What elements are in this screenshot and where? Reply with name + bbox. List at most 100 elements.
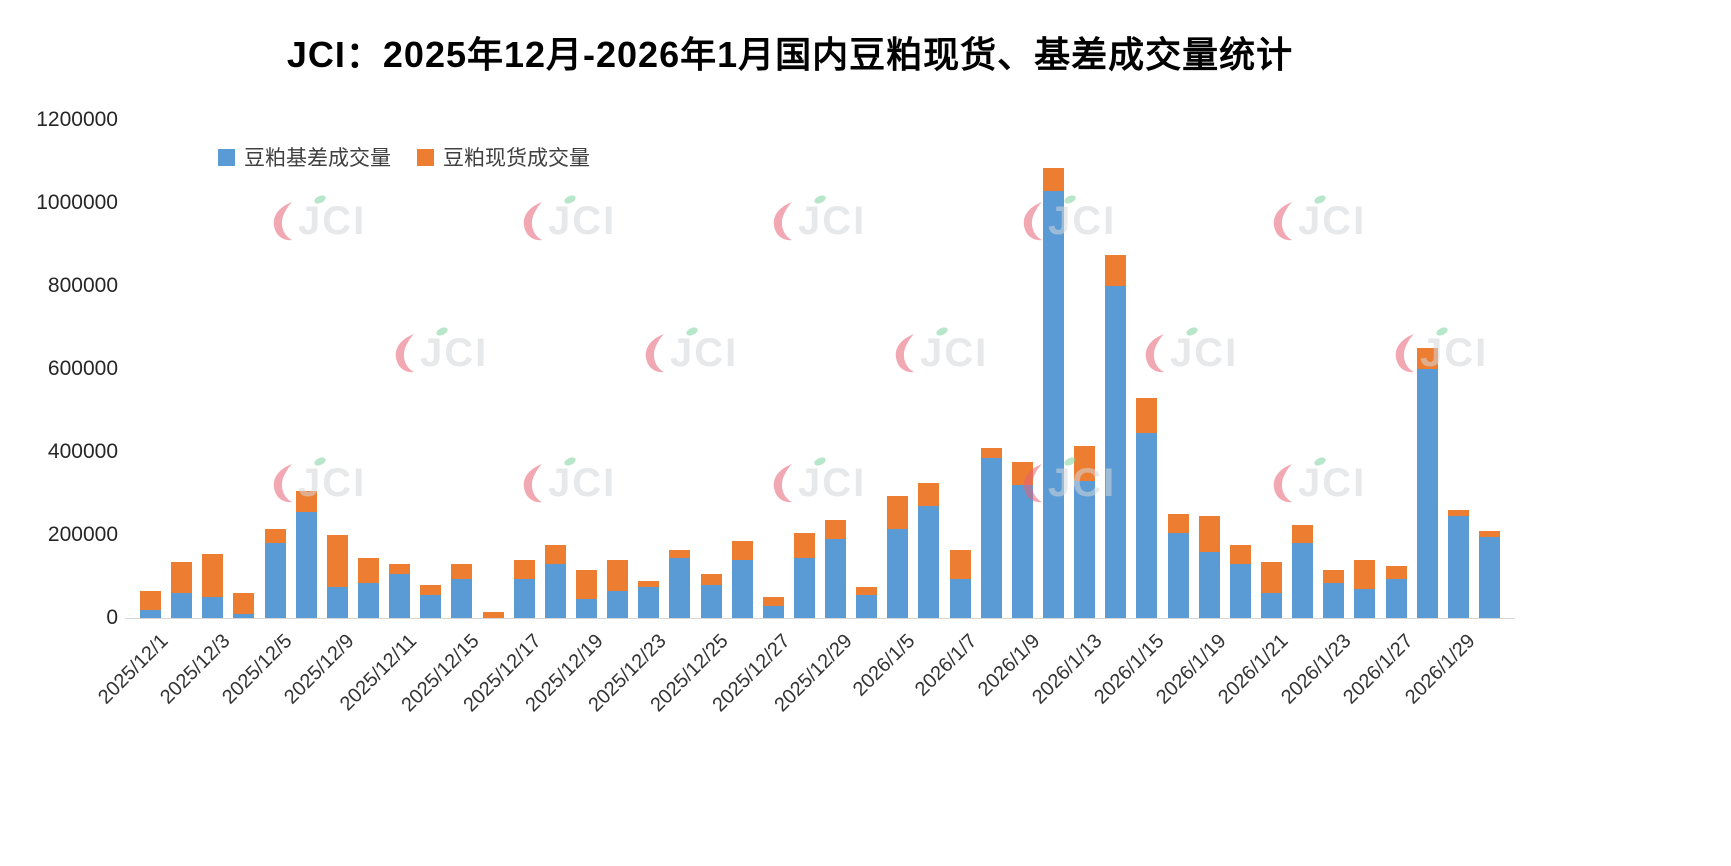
watermark-swoosh-icon: [895, 334, 914, 373]
bar-basis-segment: [887, 528, 909, 618]
legend-label-basis: 豆粕基差成交量: [244, 147, 391, 170]
watermark-leaf-icon: [935, 325, 949, 338]
bar-basis-segment: [669, 557, 691, 618]
watermark-swoosh-icon: [273, 202, 292, 241]
bar-spot-segment: [1292, 524, 1314, 544]
watermark-swoosh-icon: [773, 464, 792, 503]
bar-spot-segment: [918, 483, 940, 506]
bar-basis-segment: [1105, 286, 1127, 618]
bar-basis-segment: [1011, 485, 1033, 618]
bar-basis-segment: [1354, 588, 1376, 618]
bar-basis-segment: [1043, 190, 1065, 618]
bar-basis-segment: [731, 559, 753, 618]
y-tick-label: 200000: [47, 523, 118, 546]
bar-spot-segment: [1447, 510, 1469, 517]
bar-basis-segment: [607, 591, 629, 618]
bar-spot-segment: [1416, 348, 1438, 369]
watermark-leaf-icon: [563, 455, 577, 468]
bar-basis-segment: [949, 578, 971, 618]
watermark-swoosh-icon: [773, 202, 792, 241]
bar-basis-segment: [825, 539, 847, 618]
chart-title: JCI：2025年12月-2026年1月国内豆粕现货、基差成交量统计: [286, 34, 1294, 75]
bar-basis-segment: [171, 593, 193, 618]
x-axis-line: [125, 618, 1515, 619]
jci-watermark: JCI: [390, 325, 488, 374]
watermark-swoosh-icon: [523, 464, 542, 503]
bar-spot-segment: [358, 557, 380, 583]
bar-basis-segment: [856, 595, 878, 618]
watermark-swoosh-icon: [523, 202, 542, 241]
jci-watermark: JCI: [268, 455, 366, 504]
bar-spot-segment: [140, 591, 162, 610]
bar-basis-segment: [1229, 564, 1251, 618]
bar-basis-segment: [358, 582, 380, 618]
watermark-text: JCI: [920, 331, 989, 375]
bar-spot-segment: [1198, 516, 1220, 552]
bar-basis-segment: [264, 543, 286, 618]
legend-swatch-basis-icon: [218, 148, 235, 166]
bar-spot-segment: [1043, 167, 1065, 191]
y-tick-label: 1000000: [36, 191, 118, 214]
bar-spot-segment: [825, 520, 847, 540]
bar-spot-segment: [1167, 514, 1189, 533]
legend: 豆粕基差成交量 豆粕现货成交量: [218, 142, 590, 172]
bar-basis-segment: [638, 586, 660, 618]
bar-spot-segment: [420, 584, 442, 596]
bar-basis-segment: [451, 578, 473, 618]
watermark-leaf-icon: [1185, 325, 1199, 338]
bar-spot-segment: [513, 559, 535, 579]
legend-label-spot: 豆粕现货成交量: [443, 147, 590, 170]
bar-spot-segment: [389, 564, 411, 575]
bar-spot-segment: [1074, 445, 1096, 482]
bar-basis-segment: [420, 595, 442, 618]
x-tick-label: 2026/1/7: [911, 630, 982, 701]
bar-spot-segment: [1011, 462, 1033, 486]
jci-watermark: JCI: [768, 455, 866, 504]
bar-spot-segment: [326, 535, 348, 587]
watermark-text: JCI: [298, 199, 367, 243]
watermark-leaf-icon: [1313, 455, 1327, 468]
bar-spot-segment: [1354, 559, 1376, 589]
bar-basis-segment: [1416, 369, 1438, 618]
watermark-swoosh-icon: [1273, 202, 1292, 241]
bar-spot-segment: [202, 553, 224, 598]
bar-basis-segment: [700, 584, 722, 618]
bar-basis-segment: [1323, 582, 1345, 618]
bar-basis-segment: [1478, 537, 1500, 618]
jci-watermark: JCI: [518, 193, 616, 242]
jci-watermark: JCI: [640, 325, 738, 374]
bar-basis-segment: [1260, 593, 1282, 618]
bar-basis-segment: [1167, 532, 1189, 618]
legend-swatch-spot-icon: [417, 148, 434, 166]
watermark-swoosh-icon: [1273, 464, 1292, 503]
bar-spot-segment: [451, 564, 473, 579]
bar-spot-segment: [762, 597, 784, 606]
bar-spot-segment: [482, 611, 504, 618]
watermark-leaf-icon: [1063, 193, 1077, 206]
bar-spot-segment: [544, 545, 566, 565]
bar-basis-segment: [575, 599, 597, 618]
y-tick-label: 400000: [47, 440, 118, 463]
bar-spot-segment: [980, 447, 1002, 459]
watermark-leaf-icon: [685, 325, 699, 338]
bar-spot-segment: [1260, 561, 1282, 594]
bar-basis-segment: [1198, 551, 1220, 618]
bar-basis-segment: [762, 605, 784, 618]
watermark-leaf-icon: [813, 455, 827, 468]
bar-basis-segment: [202, 597, 224, 618]
y-tick-label: 1200000: [36, 108, 118, 131]
bar-spot-segment: [264, 528, 286, 544]
legend-item-spot: 豆粕现货成交量: [417, 142, 590, 172]
y-tick-label: 600000: [47, 357, 118, 380]
bar-spot-segment: [856, 586, 878, 596]
bar-spot-segment: [1105, 254, 1127, 286]
bar-spot-segment: [949, 549, 971, 579]
watermark-leaf-icon: [1435, 325, 1449, 338]
bar-spot-segment: [1323, 570, 1345, 583]
watermark-swoosh-icon: [645, 334, 664, 373]
bar-basis-segment: [544, 564, 566, 618]
watermark-leaf-icon: [435, 325, 449, 338]
bar-spot-segment: [1385, 566, 1407, 579]
x-tick-label: 2026/1/5: [848, 630, 920, 701]
bar-basis-segment: [389, 574, 411, 618]
